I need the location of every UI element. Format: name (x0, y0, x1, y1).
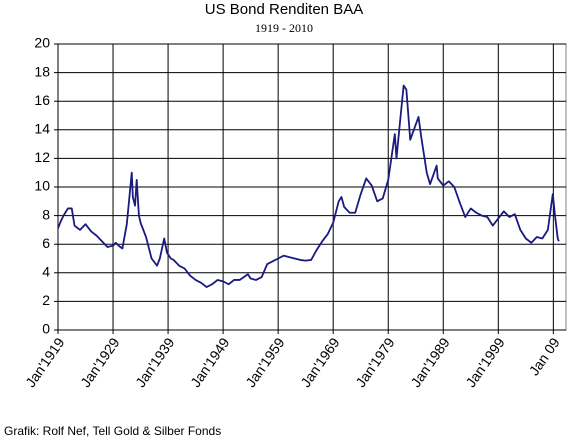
y-tick-label: 6 (42, 235, 50, 251)
y-tick-label: 10 (34, 178, 50, 194)
y-tick-label: 16 (34, 92, 50, 108)
y-tick-label: 0 (42, 321, 50, 337)
x-tick-label: Jan'1949 (187, 334, 233, 390)
x-tick-label: Jan'1919 (22, 334, 68, 390)
x-tick-label: Jan 09 (526, 335, 563, 379)
y-tick-label: 12 (34, 149, 50, 165)
x-tick-label: Jan'1969 (297, 334, 343, 390)
x-tick-label: Jan'1959 (242, 334, 288, 390)
y-tick-label: 2 (42, 292, 50, 308)
y-tick-label: 8 (42, 206, 50, 222)
x-tick-label: Jan'1979 (352, 334, 398, 390)
x-tick-label: Jan'1999 (462, 334, 508, 390)
y-tick-label: 20 (34, 35, 50, 51)
data-line (57, 84, 560, 288)
y-tick-label: 18 (34, 63, 50, 79)
y-tick-label: 4 (42, 264, 50, 280)
x-tick-label: Jan'1989 (407, 334, 453, 390)
y-tick-label: 14 (34, 121, 50, 137)
chart-subtitle: 1919 - 2010 (255, 21, 313, 35)
x-tick-label: Jan'1929 (77, 334, 123, 390)
x-tick-label: Jan'1939 (132, 334, 178, 390)
credit: Grafik: Rolf Nef, Tell Gold & Silber Fon… (4, 424, 221, 438)
chart-title: US Bond Renditen BAA (205, 1, 363, 18)
